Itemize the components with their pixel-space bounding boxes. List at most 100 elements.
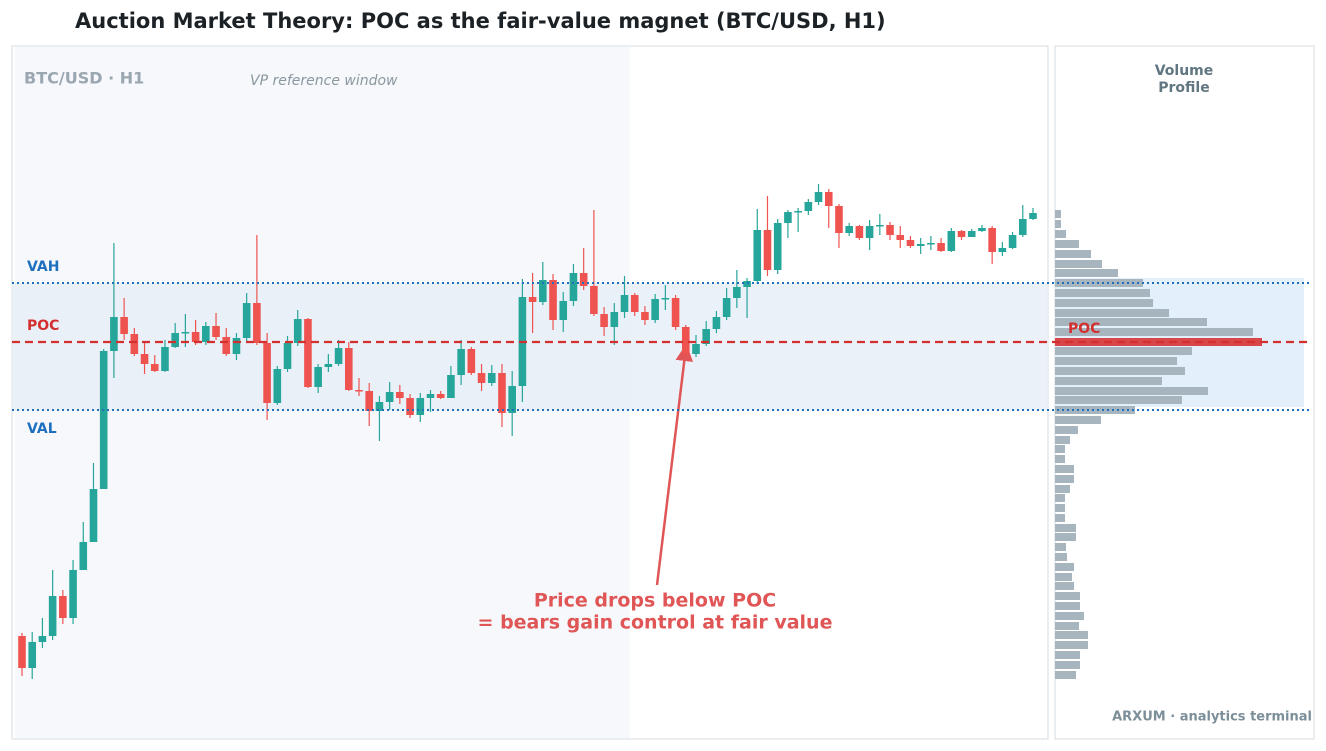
candle-body — [99, 351, 108, 489]
value-area — [13, 283, 1047, 410]
candle-body — [38, 636, 47, 642]
candle-body — [120, 317, 128, 334]
profile-bar — [1055, 309, 1169, 317]
profile-bar — [1055, 210, 1061, 218]
candle-body — [773, 223, 782, 270]
chart-title: Auction Market Theory: POC as the fair-v… — [75, 9, 886, 33]
profile-bar — [1055, 269, 1118, 277]
candle-body — [630, 295, 639, 312]
candle-body — [436, 394, 445, 398]
candle-body — [671, 298, 680, 327]
candle-body — [702, 329, 711, 344]
candle-body — [865, 226, 874, 238]
profile-bar — [1055, 426, 1078, 434]
candle-body — [324, 364, 333, 367]
candle-body — [304, 319, 312, 387]
profile-bar — [1055, 299, 1153, 307]
candle-body — [835, 206, 843, 233]
profile-bar — [1055, 582, 1074, 590]
profile-bar — [1055, 347, 1192, 355]
candle-body — [385, 392, 394, 402]
candle-body — [712, 317, 721, 329]
candle-body — [978, 228, 986, 231]
profile-bar — [1055, 631, 1088, 639]
candle-body — [467, 349, 476, 373]
profile-bar — [1055, 240, 1079, 248]
candle-body — [600, 314, 608, 327]
profile-bar — [1055, 387, 1208, 395]
background — [13, 47, 1304, 738]
candle-body — [651, 299, 659, 320]
candle-body — [273, 369, 282, 403]
candle-body — [906, 240, 915, 246]
candle-body — [896, 235, 905, 240]
profile-bar — [1055, 465, 1074, 473]
candle-body — [487, 373, 496, 383]
poc-label: POC — [27, 318, 59, 334]
candle-body — [110, 317, 118, 351]
profile-bar — [1055, 445, 1065, 453]
profile-bar — [1055, 377, 1162, 385]
candle-body — [692, 344, 700, 354]
main-panel — [11, 45, 1049, 740]
candle-body — [886, 225, 894, 235]
candle-body — [559, 301, 568, 320]
profile-bar — [1055, 475, 1074, 483]
candle-body — [477, 373, 486, 383]
annotation-arrow — [655, 343, 693, 586]
profile-title: Volume — [1155, 63, 1214, 79]
profile-bar — [1055, 553, 1067, 561]
candle-body — [426, 394, 435, 398]
candle-body — [375, 402, 384, 411]
profile-bar — [1055, 612, 1084, 620]
candle-body — [161, 347, 169, 371]
candle-body — [150, 364, 159, 371]
profile-bar — [1055, 328, 1253, 336]
candle-body — [283, 343, 292, 369]
candle-body — [610, 312, 619, 327]
profile-bar — [1055, 651, 1080, 659]
candle-body — [18, 636, 26, 668]
candle-body — [365, 391, 374, 411]
profile-poc-label: POC — [1068, 321, 1100, 337]
candle-body — [916, 244, 925, 246]
candle-body — [784, 212, 792, 223]
candle-body — [947, 231, 956, 251]
candle-body — [202, 326, 210, 342]
candle-body — [681, 327, 690, 354]
candle-body — [1018, 219, 1027, 235]
candle-body — [416, 398, 425, 415]
candle-body — [334, 348, 343, 364]
profile-bar — [1055, 289, 1150, 297]
profile-bar — [1055, 524, 1076, 532]
profile-bar — [1055, 504, 1065, 512]
candle-body — [620, 295, 629, 312]
candle-body — [263, 343, 271, 403]
candle-body — [140, 354, 149, 364]
candle-body — [722, 298, 731, 317]
candle-body — [253, 303, 261, 343]
profile-bar — [1055, 396, 1182, 404]
profile-bar — [1055, 602, 1080, 610]
candle-body — [48, 596, 57, 636]
candle-body — [498, 373, 506, 413]
candle-body — [89, 489, 98, 542]
candle-body — [508, 386, 516, 413]
profile-bar — [1055, 622, 1079, 630]
candle-body — [763, 230, 772, 270]
profile-bar — [1055, 514, 1065, 522]
candle-body — [447, 375, 455, 398]
candle-body — [804, 202, 813, 211]
candle-body — [590, 286, 598, 314]
candle-body — [232, 338, 241, 354]
candle-body — [181, 332, 190, 334]
footer: ARXUM · analytics terminal — [1112, 710, 1312, 725]
profile-bar — [1055, 592, 1080, 600]
candle-body — [998, 248, 1007, 252]
candle-body — [794, 211, 802, 213]
profile-bar — [1055, 250, 1091, 258]
candle-body — [59, 596, 67, 618]
candle-body — [1008, 235, 1017, 248]
candle-body — [528, 297, 537, 302]
